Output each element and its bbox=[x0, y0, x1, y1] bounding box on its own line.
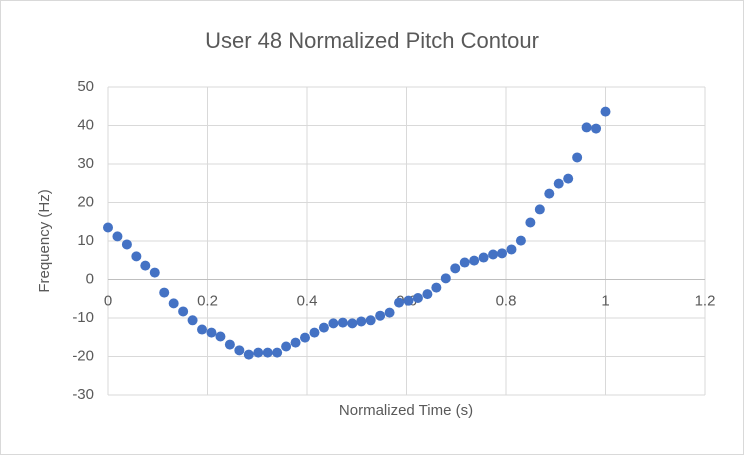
point bbox=[149, 267, 160, 278]
point bbox=[525, 217, 536, 228]
point bbox=[488, 249, 499, 260]
point bbox=[224, 339, 235, 350]
point bbox=[206, 327, 217, 338]
point bbox=[159, 287, 170, 298]
point bbox=[178, 306, 189, 317]
point bbox=[103, 222, 113, 233]
chart-title: User 48 Normalized Pitch Contour bbox=[205, 28, 539, 53]
point bbox=[197, 324, 208, 335]
point bbox=[459, 257, 470, 268]
point bbox=[262, 347, 273, 358]
point bbox=[497, 248, 508, 259]
point bbox=[534, 204, 545, 215]
point bbox=[337, 317, 348, 328]
point bbox=[281, 341, 292, 352]
point bbox=[394, 297, 405, 308]
point bbox=[243, 349, 254, 360]
x-tick-label: 0.4 bbox=[297, 292, 318, 309]
point bbox=[600, 106, 611, 117]
point bbox=[450, 263, 461, 274]
x-tick-label: 1 bbox=[601, 292, 609, 309]
point bbox=[187, 315, 198, 326]
point bbox=[290, 337, 301, 348]
point bbox=[356, 316, 367, 327]
point bbox=[234, 345, 245, 356]
point bbox=[272, 347, 283, 358]
x-tick-label: 0.2 bbox=[197, 292, 218, 309]
point bbox=[384, 307, 395, 318]
y-tick-label: 40 bbox=[77, 116, 94, 133]
point bbox=[365, 315, 376, 326]
point bbox=[412, 292, 423, 303]
x-tick-label: 0.8 bbox=[496, 292, 517, 309]
point bbox=[469, 255, 480, 266]
point bbox=[544, 188, 555, 199]
point bbox=[581, 122, 592, 133]
point bbox=[478, 252, 489, 263]
point bbox=[422, 289, 433, 300]
point bbox=[375, 310, 386, 321]
point bbox=[403, 295, 414, 306]
point bbox=[121, 239, 132, 250]
point bbox=[553, 178, 564, 189]
y-tick-label: -30 bbox=[72, 386, 94, 403]
point bbox=[168, 298, 179, 309]
point bbox=[563, 173, 574, 184]
point bbox=[300, 332, 311, 343]
point bbox=[591, 123, 602, 134]
y-tick-label: 50 bbox=[77, 78, 94, 95]
point bbox=[309, 327, 320, 338]
y-axis-title: Frequency (Hz) bbox=[36, 189, 53, 292]
point bbox=[431, 282, 442, 293]
y-tick-label: -20 bbox=[72, 347, 94, 364]
point bbox=[318, 322, 329, 333]
point bbox=[515, 235, 526, 246]
point bbox=[347, 318, 358, 329]
point bbox=[140, 260, 151, 271]
point bbox=[440, 273, 451, 284]
y-tick-label: 30 bbox=[77, 155, 94, 172]
y-tick-label: -10 bbox=[72, 309, 94, 326]
point bbox=[112, 231, 123, 242]
y-tick-label: 10 bbox=[77, 232, 94, 249]
x-tick-label: 0 bbox=[104, 292, 112, 309]
point bbox=[215, 331, 226, 342]
point bbox=[506, 244, 517, 255]
point bbox=[328, 318, 339, 329]
point bbox=[131, 251, 142, 262]
point bbox=[253, 347, 264, 358]
point bbox=[572, 152, 583, 163]
x-tick-label: 1.2 bbox=[695, 292, 716, 309]
y-tick-label: 0 bbox=[86, 270, 94, 287]
y-tick-label: 20 bbox=[77, 193, 94, 210]
x-axis-title: Normalized Time (s) bbox=[339, 402, 473, 419]
